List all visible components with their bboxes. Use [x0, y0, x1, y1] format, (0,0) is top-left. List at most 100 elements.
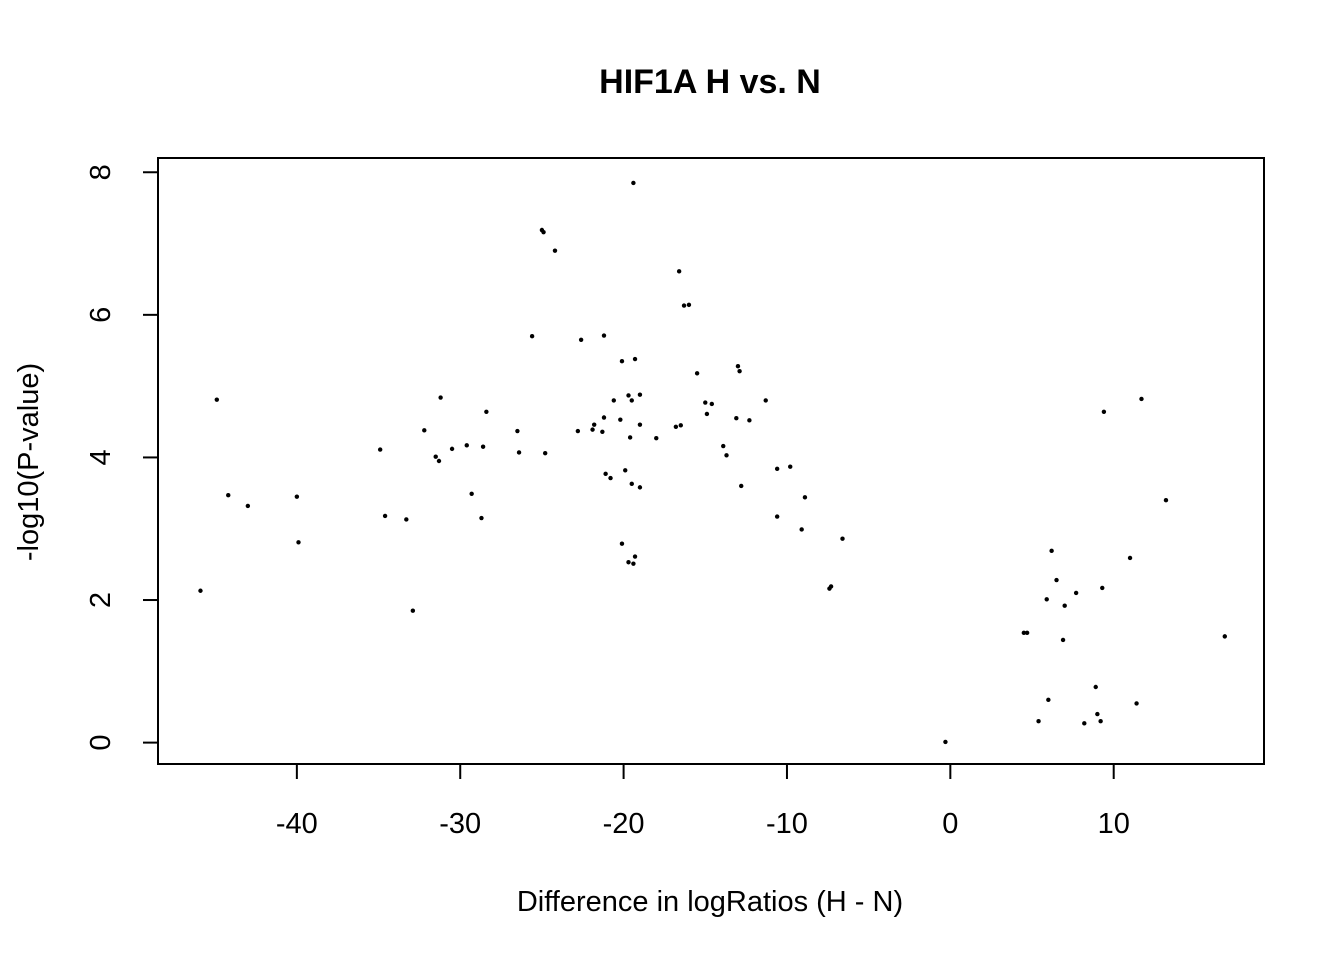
data-point-82 — [1036, 719, 1041, 724]
data-point-40 — [623, 468, 628, 473]
data-point-73 — [788, 464, 793, 469]
data-point-72 — [774, 514, 780, 519]
data-point-4 — [294, 494, 300, 499]
data-point-3 — [245, 503, 251, 509]
data-point-61 — [704, 411, 710, 417]
data-point-10 — [422, 428, 427, 433]
data-point-31 — [600, 429, 605, 434]
data-point-74 — [799, 527, 804, 532]
x-tick-label-5: 10 — [1098, 808, 1130, 840]
data-point-42 — [626, 560, 631, 565]
data-point-12 — [436, 458, 442, 464]
data-point-24 — [541, 229, 546, 235]
data-point-63 — [721, 443, 726, 449]
data-point-68 — [739, 483, 744, 489]
chart-title: HIF1A H vs. N — [599, 63, 821, 101]
data-point-60 — [703, 400, 708, 405]
data-point-6 — [377, 447, 383, 452]
data-point-92 — [1095, 711, 1100, 717]
data-point-28 — [578, 337, 584, 342]
data-point-47 — [631, 180, 636, 186]
data-point-85 — [1049, 548, 1054, 554]
data-point-71 — [774, 466, 780, 472]
data-point-53 — [654, 435, 659, 441]
data-point-77 — [828, 584, 834, 589]
data-point-0 — [198, 588, 203, 593]
data-point-50 — [637, 392, 643, 397]
data-point-22 — [529, 334, 535, 339]
data-point-57 — [681, 303, 687, 308]
data-point-98 — [1139, 396, 1144, 402]
data-point-64 — [724, 453, 729, 458]
data-point-34 — [603, 471, 608, 477]
data-point-17 — [479, 515, 484, 521]
data-point-90 — [1082, 721, 1087, 726]
data-point-11 — [433, 454, 438, 459]
data-point-87 — [1060, 637, 1066, 643]
data-point-80 — [1021, 630, 1027, 636]
data-point-29 — [590, 427, 595, 432]
data-point-69 — [747, 418, 752, 423]
x-tick-label-3: -10 — [766, 808, 808, 840]
data-point-13 — [438, 395, 443, 400]
data-point-79 — [943, 739, 948, 745]
data-point-9 — [410, 608, 416, 613]
data-point-52 — [637, 485, 643, 490]
data-point-67 — [737, 368, 742, 374]
x-tick-label-1: -30 — [439, 808, 481, 840]
data-point-33 — [601, 415, 607, 420]
x-tick-label-2: -20 — [603, 808, 645, 840]
y-axis: 0 2 4 6 8 — [85, 164, 158, 751]
data-point-66 — [735, 363, 741, 369]
data-point-15 — [464, 443, 469, 448]
data-point-93 — [1098, 719, 1103, 724]
y-tick-label-2: 4 — [85, 449, 117, 465]
data-point-48 — [632, 356, 638, 362]
data-point-2 — [226, 493, 231, 498]
data-point-8 — [404, 517, 409, 522]
y-tick-label-3: 6 — [85, 307, 117, 323]
data-point-25 — [542, 450, 548, 456]
y-axis-label: -log10(P-value) — [13, 363, 45, 561]
data-point-54 — [673, 424, 679, 429]
data-point-65 — [734, 416, 739, 421]
data-point-27 — [575, 428, 581, 434]
data-point-39 — [619, 541, 625, 546]
data-point-30 — [591, 422, 597, 427]
data-point-44 — [629, 398, 634, 403]
data-point-100 — [1222, 634, 1227, 639]
x-tick-label-4: 0 — [942, 808, 958, 840]
data-point-58 — [686, 302, 692, 308]
data-point-84 — [1046, 697, 1051, 703]
data-point-49 — [632, 554, 638, 559]
data-point-56 — [678, 423, 683, 428]
data-point-36 — [611, 398, 616, 403]
data-point-45 — [629, 481, 634, 487]
data-point-78 — [840, 536, 845, 541]
data-point-21 — [516, 450, 522, 455]
data-point-97 — [1134, 701, 1139, 706]
data-point-5 — [296, 540, 301, 545]
data-point-19 — [484, 409, 489, 415]
x-axis: -40 -30 -20 -10 0 10 — [276, 764, 1130, 840]
x-axis-label: Difference in logRatios (H - N) — [517, 886, 903, 918]
y-tick-label-4: 8 — [85, 164, 117, 180]
data-point-88 — [1062, 603, 1067, 608]
data-point-94 — [1100, 585, 1105, 591]
data-point-96 — [1127, 555, 1133, 561]
data-point-38 — [619, 358, 625, 364]
data-point-59 — [694, 371, 700, 376]
data-point-1 — [214, 397, 220, 402]
data-point-37 — [618, 417, 623, 422]
y-tick-label-1: 2 — [85, 592, 117, 608]
data-point-62 — [709, 401, 715, 407]
data-point-7 — [382, 513, 388, 519]
data-point-51 — [637, 422, 643, 427]
data-point-99 — [1163, 498, 1169, 503]
data-point-95 — [1101, 409, 1107, 415]
data-point-18 — [480, 444, 486, 449]
data-point-81 — [1024, 630, 1030, 636]
data-point-86 — [1054, 577, 1059, 583]
data-point-26 — [552, 248, 558, 253]
